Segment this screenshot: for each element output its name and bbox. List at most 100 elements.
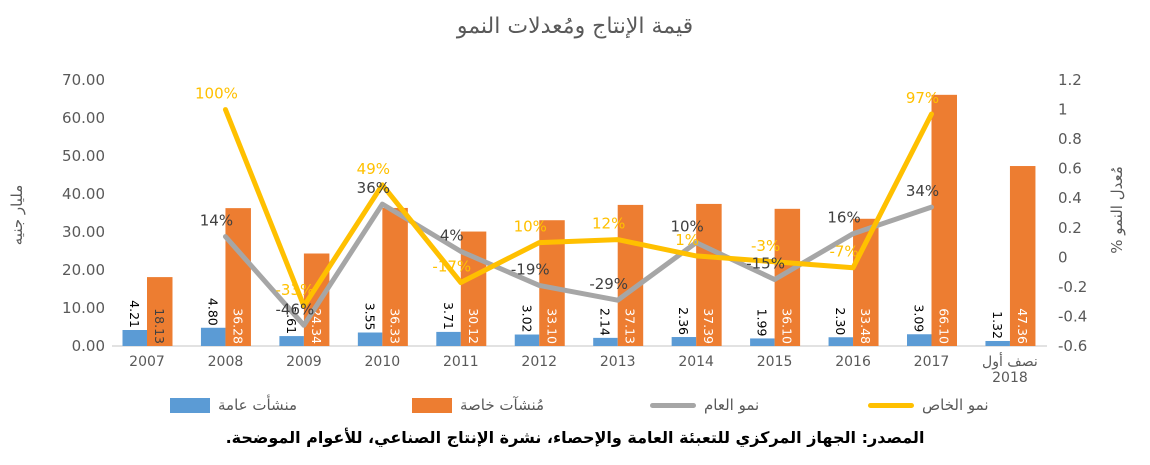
left-axis-tick-label: 30.00 (62, 223, 105, 241)
legend-item-1: مُنشآت خاصة (412, 390, 544, 420)
legend-line-icon (868, 402, 914, 408)
line-value-label: 14% (200, 212, 233, 230)
bar-private (1009, 166, 1036, 346)
legend-label: نمو الخاص (922, 396, 989, 414)
bar-value-label: 33.10 (544, 308, 559, 344)
chart-plot-svg: 70.00 60.00 50.00 40.00 30.00 20.00 10.00 0.00 1… (8, 71, 1126, 386)
bar-value-label: 3.09 (912, 304, 927, 332)
bar-value-label: 1.32 (990, 311, 1005, 339)
bar-value-label: 18.13 (152, 308, 167, 344)
bar-value-label: 36.10 (780, 308, 795, 344)
bar-value-label: 2.14 (598, 308, 613, 336)
left-axis-tick-label: 60.00 (62, 109, 105, 127)
bar-public (671, 337, 697, 346)
bar-public (279, 336, 304, 346)
bar-value-label: 36.33 (387, 308, 402, 344)
left-axis-tick-label: 40.00 (62, 185, 105, 203)
line-value-label: 100% (195, 85, 238, 103)
bar-public (750, 338, 775, 346)
x-axis-category-label: 2016 (835, 354, 871, 370)
right-axis-tick-label: 0.4 (1058, 189, 1082, 207)
x-axis-category-label: 2013 (600, 354, 636, 370)
bar-value-label: 2.30 (833, 307, 848, 335)
right-axis-tick-label: 1.2 (1058, 71, 1082, 89)
legend: منشأت عامة مُنشآت خاصة نمو العام نمو الخاص (0, 390, 1150, 420)
line-value-label: 16% (827, 209, 860, 227)
x-axis-category-label: 2011 (443, 354, 479, 370)
right-axis-tick-label: -0.2 (1058, 278, 1087, 296)
bar-private (225, 208, 251, 346)
bar-value-label: 66.10 (937, 308, 952, 344)
bar-value-label: 30.12 (466, 308, 481, 344)
x-axis-category-label: 2009 (286, 354, 322, 370)
line-value-label: 4% (440, 226, 464, 244)
chart-title: قيمة الإنتاج ومُعدلات النمو (456, 14, 694, 39)
x-axis-category-label: 2007 (129, 354, 165, 370)
legend-label: نمو العام (704, 396, 760, 414)
line-value-label: 1% (675, 231, 699, 249)
x-axis-category-label: 2017 (914, 354, 950, 370)
line-value-label: -19% (511, 260, 550, 278)
line-value-label: -33% (276, 281, 315, 299)
bar-value-label: 36.28 (230, 308, 245, 344)
line-value-label: 49% (357, 160, 390, 178)
source-note: المصدر: الجهاز المركزي للتعبئة العامة وا… (225, 428, 925, 447)
bar-value-label: 4.21 (127, 300, 142, 328)
right-axis-tick-label: 0.2 (1058, 219, 1082, 237)
bar-value-label: 3.55 (362, 303, 377, 331)
bar-value-label: 3.71 (441, 302, 456, 330)
line-value-label: -17% (432, 257, 471, 275)
x-axis-category-label: 2015 (757, 354, 793, 370)
line-value-label: 36% (357, 179, 390, 197)
left-axis-title: مليار جنيه (8, 185, 26, 245)
legend-label: مُنشآت خاصة (460, 396, 545, 414)
line-value-label: -3% (751, 237, 780, 255)
growth-line-public (222, 201, 934, 328)
bar-public (907, 334, 932, 346)
right-axis-tick-label: 0.8 (1058, 130, 1082, 148)
bar-private (931, 94, 957, 346)
bar-value-label: 4.80 (205, 298, 220, 326)
bar-public (436, 331, 461, 346)
bar-value-label: 24.34 (309, 308, 324, 344)
bar-private (147, 277, 173, 346)
line-value-label: -15% (746, 255, 785, 273)
right-axis-tick-label: 1 (1058, 101, 1068, 119)
x-axis-category-label: نصف أول 2018 (982, 352, 1038, 386)
x-axis-category-label: 2012 (521, 354, 557, 370)
right-axis-tick-label: 0.6 (1058, 160, 1082, 178)
legend-swatch-icon (412, 397, 452, 413)
legend-item-3: نمو الخاص (868, 390, 989, 420)
bar-public (122, 330, 147, 346)
bar-private (617, 204, 644, 346)
legend-line-icon (650, 402, 696, 408)
left-axis-tick-label: 0.00 (72, 337, 105, 355)
legend-item-0: منشأت عامة (170, 390, 297, 420)
line-value-label: -7% (829, 243, 858, 261)
legend-item-2: نمو العام (650, 390, 759, 420)
bar-value-label: 37.13 (623, 308, 638, 344)
bar-public (593, 337, 618, 346)
x-axis-category-label: 2014 (678, 354, 714, 370)
right-axis-tick-label: -0.6 (1058, 337, 1087, 355)
bar-public (357, 332, 383, 346)
left-axis-tick-label: 50.00 (62, 147, 105, 165)
bar-value-label: 33.48 (858, 308, 873, 344)
legend-label: منشأت عامة (218, 396, 297, 414)
line-value-label: 10% (670, 218, 703, 236)
bar-value-label: 37.39 (701, 308, 716, 344)
bar-public (514, 334, 540, 346)
bar-value-label: 47.36 (1015, 308, 1030, 344)
line-value-label: 10% (514, 218, 547, 236)
bar-value-label: 3.02 (519, 305, 534, 333)
line-value-label: 97% (906, 89, 939, 107)
line-value-label: 12% (592, 215, 625, 233)
bar-value-label: 2.36 (676, 307, 691, 335)
bar-private (382, 207, 408, 346)
x-axis-category-label: 2010 (365, 354, 401, 370)
left-axis-tick-label: 70.00 (62, 71, 105, 89)
bar-private (696, 203, 722, 346)
bar-public (828, 337, 854, 346)
right-axis-tick-label: -0.4 (1058, 307, 1087, 325)
